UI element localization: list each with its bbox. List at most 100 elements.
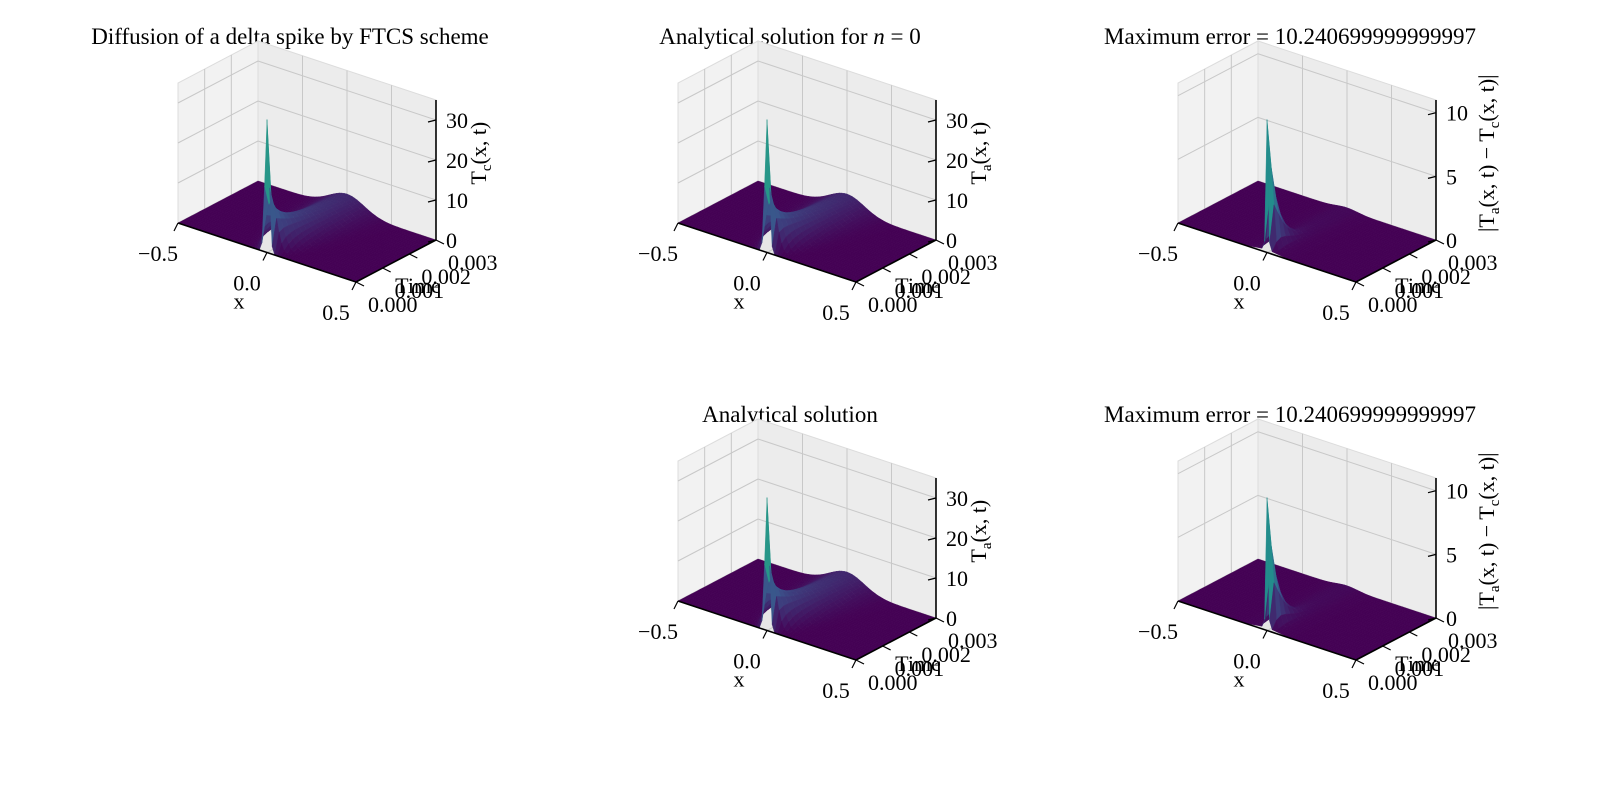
grid-line	[757, 518, 937, 579]
grid-line	[177, 60, 259, 104]
surface-plot	[677, 497, 937, 661]
time-tick	[409, 253, 418, 259]
z-tick-label: 0	[946, 228, 957, 253]
z-tick	[427, 159, 437, 163]
time-tick-label: 0.000	[1368, 292, 1418, 317]
z-tick-label: 5	[1446, 164, 1457, 189]
surface-chart: −0.50.00.5 0.0000.0010.0020.0030102030xTi…	[638, 40, 998, 325]
z-tick	[1427, 175, 1437, 179]
z-tick-label: 10	[446, 188, 468, 213]
time-axis-label: Time	[1395, 273, 1441, 298]
subplot-title: Diffusion of a delta spike by FTCS schem…	[91, 24, 489, 49]
grid-line	[257, 140, 437, 201]
time-axis-label: Time	[895, 273, 941, 298]
time-tick-label: 0.000	[368, 292, 418, 317]
time-axis-line	[1355, 239, 1437, 283]
grid-line	[177, 100, 259, 144]
z-tick	[927, 199, 937, 203]
time-tick-label: 0.002	[921, 264, 971, 289]
time-tick	[855, 281, 865, 287]
grid-line	[177, 140, 259, 184]
surface-plot	[177, 119, 437, 283]
x-tick	[673, 222, 679, 232]
subplot-title: Maximum error = 10.240699999999997	[1104, 24, 1476, 49]
z-tick	[927, 159, 937, 163]
grid-line	[757, 478, 937, 539]
z-tick	[427, 239, 437, 243]
subplot-p4: Analytical solution −0.5 0.0 0.5 0.000 0.001 0…	[530, 378, 1050, 778]
time-tick	[909, 253, 918, 259]
z-tick-label: 10	[1446, 101, 1468, 126]
time-tick-label: 0.001	[395, 278, 445, 303]
grid-line	[1177, 53, 1259, 97]
subplot-p3: Maximum error = 10.240699999999997 −0.5 0.…	[1030, 0, 1550, 400]
title-part: = 0	[884, 24, 921, 49]
time-tick	[1382, 267, 1391, 273]
grid-line	[757, 438, 937, 499]
x-tick	[262, 252, 268, 261]
x-tick-label: 0.5	[322, 300, 350, 325]
grid-line	[1177, 116, 1259, 160]
x-tick-label: −0.5	[1138, 241, 1178, 266]
x-tick	[1351, 281, 1357, 291]
z-tick-label: 20	[946, 148, 968, 173]
time-tick	[382, 267, 391, 273]
subplot-p2: Analytical solution for n = 0 −0.5 0.0 0.5 0…	[530, 0, 1050, 400]
z-axis-label: Tc(x, t)	[466, 122, 495, 185]
time-tick-label: 0.003	[1448, 250, 1498, 275]
x-tick	[1173, 222, 1179, 232]
grid-line	[1257, 116, 1437, 177]
time-tick-label: 0.001	[895, 278, 945, 303]
x-tick-label: 0.5	[1322, 300, 1350, 325]
time-tick	[1355, 281, 1365, 287]
z-tick-label: 30	[946, 108, 968, 133]
time-tick-label: 0.003	[448, 250, 498, 275]
z-tick	[1427, 239, 1437, 243]
time-tick	[935, 239, 945, 245]
x-axis-label: x	[234, 289, 245, 314]
z-tick	[927, 239, 937, 243]
time-tick	[355, 281, 365, 287]
surface-plot	[1177, 119, 1437, 283]
x-tick-label: −0.5	[638, 241, 678, 266]
time-tick-label: 0.002	[421, 264, 471, 289]
time-tick	[1409, 253, 1418, 259]
time-tick-label: 0.000	[868, 292, 918, 317]
grid-line	[677, 140, 759, 184]
grid-line	[677, 100, 759, 144]
z-tick	[927, 119, 937, 123]
grid-line	[677, 60, 759, 104]
time-tick-label: 0.002	[1421, 264, 1471, 289]
grid-line	[257, 100, 437, 161]
time-tick	[1435, 239, 1445, 245]
time-tick	[435, 239, 445, 245]
x-axis-label: x	[1234, 289, 1245, 314]
x-tick-label: 0.0	[1233, 271, 1261, 296]
grid-line	[757, 100, 937, 161]
surface-plot	[677, 119, 937, 283]
surface-chart: −0.50.00.5 0.0000.0010.0020.0030510xTime|…	[1138, 40, 1503, 325]
surface-chart: −0.50.00.5 0.0000.0010.0020.0030102030xTi…	[638, 418, 998, 703]
title-part: n	[873, 24, 885, 49]
grid-line	[677, 438, 759, 482]
z-tick-label: 20	[446, 148, 468, 173]
grid-line	[677, 478, 759, 522]
z-axis-label: Ta(x, t)	[966, 122, 995, 185]
x-tick-label: 0.0	[233, 271, 261, 296]
x-tick-label: 0.5	[822, 300, 850, 325]
time-axis-line	[355, 239, 437, 283]
z-tick	[427, 199, 437, 203]
surface-chart: −0.50.00.5 0.0000.0010.0020.0030102030xTi…	[138, 40, 498, 325]
x-tick-label: −0.5	[138, 241, 178, 266]
time-tick	[882, 267, 891, 273]
x-tick	[762, 252, 768, 261]
z-tick-label: 10	[946, 188, 968, 213]
z-tick	[1427, 112, 1437, 116]
grid-line	[677, 518, 759, 562]
time-tick-label: 0.001	[1395, 278, 1445, 303]
z-tick-label: 0	[446, 228, 457, 253]
grid-line	[1257, 53, 1437, 114]
grid-line	[257, 60, 437, 121]
z-tick-label: 30	[446, 108, 468, 133]
z-tick-label: 0	[1446, 228, 1457, 253]
